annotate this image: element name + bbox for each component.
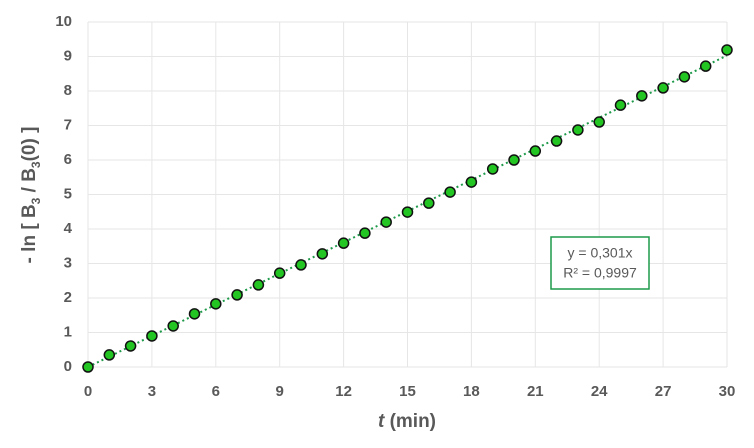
x-tick-label: 12 <box>335 383 352 400</box>
data-point <box>146 330 158 342</box>
data-point <box>380 216 392 228</box>
data-point <box>252 279 265 291</box>
data-point <box>295 259 307 271</box>
x-tick-label: 6 <box>212 383 220 400</box>
data-point <box>593 116 605 128</box>
x-tick-label: 30 <box>719 383 736 400</box>
data-point <box>486 163 499 175</box>
data-point <box>359 227 371 239</box>
x-tick-label: 18 <box>463 383 480 400</box>
data-point <box>572 124 584 136</box>
data-point <box>188 308 201 320</box>
x-tick-label: 24 <box>591 383 608 400</box>
y-tick-label: 0 <box>64 358 72 375</box>
data-point <box>550 135 563 147</box>
trend-equation: y = 0,301x <box>568 245 633 261</box>
x-tick-label: 3 <box>148 383 156 400</box>
y-tick-label: 4 <box>64 220 73 237</box>
data-point <box>508 154 520 166</box>
data-point <box>401 206 414 218</box>
data-point <box>231 289 243 301</box>
annotation-box <box>550 236 650 290</box>
x-tick-label: 27 <box>655 383 672 400</box>
x-label-var: t <box>378 411 385 432</box>
data-point <box>529 145 542 157</box>
y-tick-label: 1 <box>64 323 72 340</box>
x-tick-label: 15 <box>399 383 416 400</box>
data-point <box>273 267 286 279</box>
x-axis-label: t (min) <box>378 411 436 432</box>
y-label-sub: 3 <box>29 197 43 204</box>
data-point <box>316 248 329 260</box>
data-point <box>614 99 627 111</box>
y-label-part: / B <box>19 168 40 198</box>
data-point <box>167 320 179 332</box>
data-point <box>444 186 456 198</box>
y-tick-label: 6 <box>64 151 72 168</box>
y-tick-label: 9 <box>64 47 72 64</box>
data-point <box>82 361 94 373</box>
data-point <box>103 349 116 361</box>
y-tick-label: 3 <box>64 254 72 271</box>
y-label-part: (0) ] <box>19 127 40 162</box>
y-tick-label: 8 <box>64 82 72 99</box>
y-tick-label: 2 <box>64 289 72 306</box>
data-point <box>678 71 691 83</box>
y-axis-label: - ln [ B3 / B3(0) ] <box>19 127 43 264</box>
x-tick-label: 9 <box>276 383 284 400</box>
trend-r2: R² = 0,9997 <box>563 265 637 281</box>
data-point <box>465 176 478 188</box>
x-label-unit: (min) <box>384 411 436 432</box>
data-point <box>657 82 669 94</box>
data-point <box>699 60 712 72</box>
data-point <box>337 237 350 249</box>
y-label-sub: 3 <box>29 161 43 168</box>
x-tick-label: 0 <box>84 383 92 400</box>
x-tick-label: 21 <box>527 383 544 400</box>
data-point <box>636 90 648 102</box>
data-point <box>124 340 137 352</box>
y-tick-label: 5 <box>64 185 72 202</box>
data-point <box>423 197 435 209</box>
data-point <box>721 44 733 56</box>
data-point <box>210 298 222 310</box>
y-tick-label: 10 <box>55 13 72 30</box>
y-label-part: - ln [ B <box>19 204 40 263</box>
y-tick-label: 7 <box>64 116 72 133</box>
